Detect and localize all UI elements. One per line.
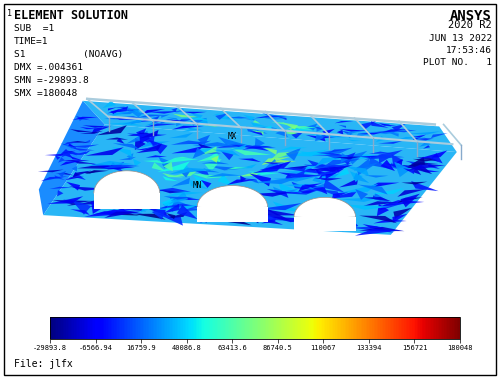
Text: TIME=1: TIME=1 xyxy=(14,37,48,46)
Text: PLOT NO.   1: PLOT NO. 1 xyxy=(423,58,492,67)
Polygon shape xyxy=(197,186,268,209)
Text: JUN 13 2022: JUN 13 2022 xyxy=(429,34,492,43)
Text: ELEMENT SOLUTION: ELEMENT SOLUTION xyxy=(14,9,128,22)
Polygon shape xyxy=(94,171,160,193)
Text: MX: MX xyxy=(228,132,237,141)
Polygon shape xyxy=(43,124,457,235)
Text: SMX =180048: SMX =180048 xyxy=(14,89,77,98)
Bar xyxy=(197,207,268,222)
Polygon shape xyxy=(294,197,356,219)
Bar xyxy=(94,193,160,207)
Bar xyxy=(197,207,268,220)
Polygon shape xyxy=(294,197,356,217)
Text: SUB  =1: SUB =1 xyxy=(14,24,54,33)
Text: 2020 R2: 2020 R2 xyxy=(448,20,492,30)
Polygon shape xyxy=(39,101,105,215)
Bar xyxy=(94,193,160,209)
Text: S1          (NOAVG): S1 (NOAVG) xyxy=(14,50,123,59)
Polygon shape xyxy=(94,171,160,196)
Text: 17:53:46: 17:53:46 xyxy=(446,46,492,55)
Text: ANSYS: ANSYS xyxy=(450,9,492,23)
Polygon shape xyxy=(197,186,268,207)
Text: MN: MN xyxy=(192,181,202,190)
Text: 1: 1 xyxy=(7,9,12,18)
Text: SMN =-29893.8: SMN =-29893.8 xyxy=(14,76,89,85)
Text: File: jlfx: File: jlfx xyxy=(14,359,73,369)
Text: DMX =.004361: DMX =.004361 xyxy=(14,63,83,72)
Bar xyxy=(294,217,356,229)
Bar xyxy=(294,217,356,231)
Polygon shape xyxy=(83,101,457,152)
